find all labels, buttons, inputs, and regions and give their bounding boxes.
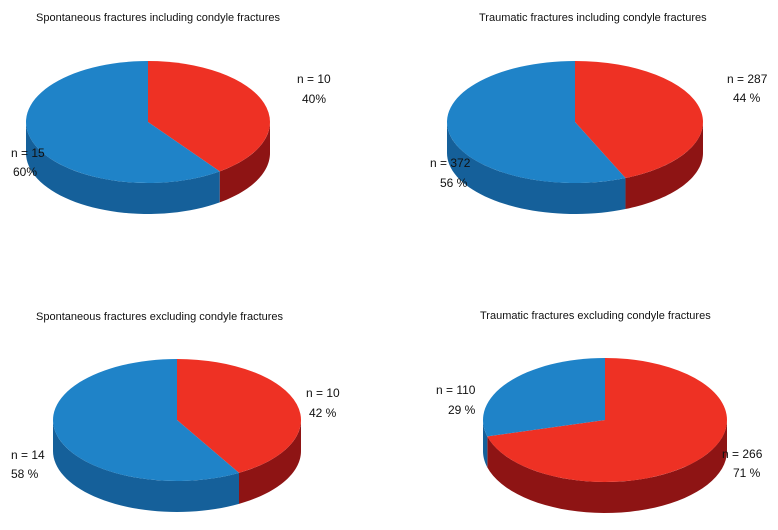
pie-chart-2: Traumatic fractures including condyle fr… (430, 12, 768, 214)
chart-1-title: Spontaneous fractures including condyle … (36, 12, 280, 24)
chart-4-slice-2-percent-label: 29 % (448, 403, 476, 417)
chart-1-slice-2-count-label: n = 15 (11, 146, 45, 160)
chart-2-slice-1-count-label: n = 287 (727, 72, 768, 86)
pie-2-slice-2-side (447, 122, 626, 214)
pie-2-slice-2 (446, 61, 626, 184)
chart-3-slice-1-count-label: n = 10 (306, 386, 340, 400)
pie-2-slice-1-side (625, 122, 703, 210)
pie-1-slice-1 (148, 61, 271, 172)
chart-4-slice-1-count-label: n = 266 (722, 447, 763, 461)
pie-3-slice-1 (177, 359, 302, 473)
chart-2-pie (446, 61, 703, 214)
chart-3-title: Spontaneous fractures excluding condyle … (36, 311, 284, 323)
chart-4-slice-1-percent-label: 71 % (733, 466, 761, 480)
chart-2-title: Traumatic fractures including condyle fr… (479, 12, 707, 24)
chart-4-slice-2-count-label: n = 110 (436, 383, 476, 397)
pie-chart-4: Traumatic fractures excluding condyle fr… (436, 310, 763, 513)
pie-4-slice-2-side (483, 420, 488, 468)
chart-3-slice-1-percent-label: 42 % (309, 406, 337, 420)
chart-3-slice-2-percent-label: 58 % (11, 467, 39, 481)
pie-3-slice-2 (53, 359, 240, 481)
chart-4-title: Traumatic fractures excluding condyle fr… (480, 310, 711, 322)
chart-1-slice-1-percent-label: 40% (302, 92, 326, 106)
chart-1-slice-2-percent-label: 60% (13, 165, 37, 179)
chart-1-pie (26, 61, 271, 214)
pie-4-slice-2 (482, 358, 605, 437)
pie-2-slice-1 (575, 61, 703, 179)
pie-3-slice-2-side (53, 420, 239, 512)
pie-chart-3: Spontaneous fractures excluding condyle … (11, 311, 340, 512)
pie-1-slice-2-side (26, 122, 220, 214)
pie-1-slice-2 (26, 61, 220, 183)
chart-3-slice-2-count-label: n = 14 (11, 448, 45, 462)
chart-2-slice-2-count-label: n = 372 (430, 156, 471, 170)
chart-1-slice-1-count-label: n = 10 (297, 72, 331, 86)
pie-4-slice-1-side (487, 420, 727, 513)
pie-1-slice-1-side (219, 122, 270, 203)
pie-chart-1: Spontaneous fractures including condyle … (11, 12, 331, 214)
pie-3-slice-1-side (239, 420, 301, 504)
chart-4-pie (482, 358, 727, 513)
chart-3-pie (53, 359, 302, 512)
chart-2-slice-1-percent-label: 44 % (733, 91, 761, 105)
chart-2-slice-2-percent-label: 56 % (440, 176, 468, 190)
pie-4-slice-1 (487, 358, 727, 482)
